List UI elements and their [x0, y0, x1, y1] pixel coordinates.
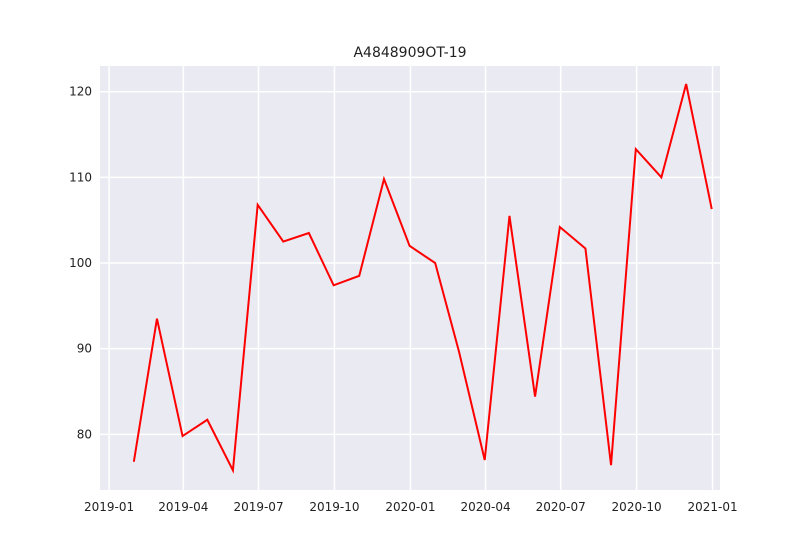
x-tick-label: 2020-01 [385, 500, 435, 514]
chart-title: A4848909OT-19 [353, 45, 466, 61]
y-tick-label: 110 [69, 170, 92, 184]
x-tick-label: 2020-07 [536, 500, 586, 514]
grid-lines [100, 66, 720, 490]
x-tick-label: 2019-01 [84, 500, 134, 514]
series-lines [132, 83, 713, 474]
y-tick-label: 100 [69, 256, 92, 270]
x-tick-label: 2021-01 [687, 500, 737, 514]
y-tick-label: 120 [69, 85, 92, 99]
series-line [132, 83, 713, 474]
y-tick-label: 90 [77, 342, 92, 356]
y-axis-ticks: 80 90 100 110 120 [69, 85, 92, 442]
y-tick-label: 80 [77, 427, 92, 441]
x-tick-label: 2020-10 [612, 500, 662, 514]
x-tick-label: 2020-04 [460, 500, 510, 514]
x-tick-label: 2019-07 [233, 500, 283, 514]
x-tick-label: 2019-04 [158, 500, 208, 514]
x-axis-ticks: 2019-01 2019-04 2019-07 2019-10 2020-01 2020-… [84, 500, 738, 514]
x-tick-label: 2019-10 [309, 500, 359, 514]
